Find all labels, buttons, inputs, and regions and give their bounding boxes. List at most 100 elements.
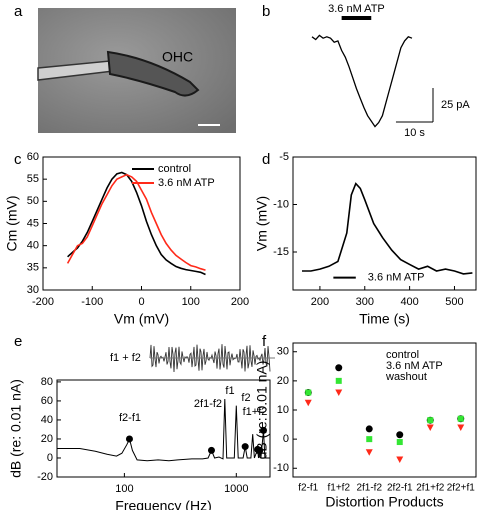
legend-label: 3.6 nM ATP [386,360,443,372]
stimulus-label: 3.6 nM ATP [368,272,425,284]
y-tick-label: 40 [27,240,39,252]
data-line [67,171,206,276]
scale-bar-x-label: 10 s [404,127,425,139]
marker [365,449,373,456]
panel-label: e [14,333,22,350]
y-tick-label: -10 [273,462,289,474]
peak-marker [241,443,249,451]
y-tick-label: -10 [273,198,289,210]
scale-bar-y-label: 25 pA [441,99,470,111]
x-tick-label: 2f1-f2 [356,483,382,494]
y-axis-label: Vm (mV) [254,196,270,251]
x-tick-label: 300 [356,296,374,308]
marker [396,439,403,446]
data-line [57,398,270,462]
marker [305,389,312,396]
x-tick-label: 500 [445,296,463,308]
marker [335,364,343,372]
x-tick-label: f1+f2 [327,483,350,494]
x-tick-label: 200 [231,296,249,308]
legend-label: control [386,349,419,361]
y-axis-label: Cm (mV) [4,196,20,252]
panel-label: c [14,151,22,168]
peak-label: f2 [241,392,250,404]
marker [366,436,373,443]
peak-label: f1 [225,385,234,397]
peak-label: f1+f2 [243,406,268,418]
y-tick-label: 10 [277,404,289,416]
y-tick-label: 50 [27,195,39,207]
panel-label: a [14,3,23,20]
x-axis-label: Time (s) [359,311,410,327]
x-tick-label: 400 [400,296,418,308]
marker [335,377,342,384]
y-tick-label: 30 [277,346,289,358]
x-tick-label: -100 [81,296,103,308]
x-tick-label: 100 [115,483,133,495]
data-line [66,173,206,271]
panel-label: d [262,151,270,168]
x-tick-label: 2f2-f1 [387,483,413,494]
x-tick-label: 2f2+f1 [447,483,476,494]
y-axis-label: dB (re: 0.01 nA) [254,361,270,460]
cell-label: OHC [162,49,193,65]
peak-label: f2-f1 [119,412,141,424]
stimulus-label: 3.6 nM ATP [328,3,385,15]
peak-marker [125,435,133,443]
y-tick-label: 60 [41,395,53,407]
legend-label: washout [385,371,427,383]
y-tick-label: 45 [27,217,39,229]
y-tick-label: 30 [27,284,39,296]
plot-frame [292,342,477,478]
legend-label: 3.6 nM ATP [158,177,215,189]
marker [304,399,312,407]
peak-marker [256,446,264,454]
marker [335,389,343,397]
plot-frame [56,379,271,478]
marker [457,415,464,422]
x-axis-label: Frequency (Hz) [115,498,211,510]
x-tick-label: 100 [182,296,200,308]
plot-frame [292,156,477,291]
cell [106,50,200,97]
x-tick-label: 200 [311,296,329,308]
data-line [311,34,413,128]
y-tick-label: 0 [47,452,53,464]
peak-label: 2f1-f2 [194,398,222,410]
micrograph [37,8,236,133]
x-tick-label: -200 [32,296,54,308]
x-tick-label: 1000 [224,483,248,495]
marker [427,417,434,424]
panel-label: f [262,333,267,350]
y-tick-label: -5 [279,151,289,163]
x-tick-label: 2f1+f2 [416,483,445,494]
y-tick-label: 20 [41,433,53,445]
y-tick-label: 80 [41,376,53,388]
y-tick-label: -20 [37,471,53,483]
marker [365,425,373,433]
inset-label: f1 + f2 [110,352,141,364]
y-axis-label: dB (re: 0.01 nA) [8,379,24,478]
x-axis-label: Distortion Products [325,494,443,510]
y-tick-label: 0 [283,433,289,445]
y-tick-label: 35 [27,262,39,274]
peak-marker [207,446,215,454]
panel-label: b [262,3,270,20]
legend-label: control [158,163,191,175]
data-line [302,182,473,275]
x-tick-label: f2-f1 [298,483,318,494]
x-tick-label: 0 [138,296,144,308]
y-tick-label: -15 [273,246,289,258]
peak-marker [260,426,268,434]
marker [396,456,404,464]
y-tick-label: 60 [27,151,39,163]
x-axis-label: Vm (mV) [114,311,169,327]
y-tick-label: 55 [27,173,39,185]
y-tick-label: 20 [277,375,289,387]
y-tick-label: 40 [41,414,53,426]
marker [457,424,465,431]
marker [426,424,434,431]
inset-waveform [149,344,271,373]
marker [396,431,404,439]
